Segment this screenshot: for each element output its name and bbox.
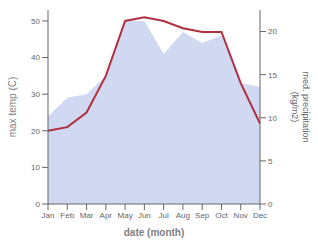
svg-text:med. precipitation(kg/m2): med. precipitation(kg/m2)	[290, 71, 311, 142]
svg-text:Jul: Jul	[159, 211, 169, 220]
svg-text:Apr: Apr	[100, 211, 113, 220]
svg-text:Nov: Nov	[234, 211, 248, 220]
svg-text:Dec: Dec	[253, 211, 267, 220]
svg-text:Mar: Mar	[80, 211, 94, 220]
svg-text:30: 30	[31, 90, 40, 99]
svg-text:15: 15	[268, 71, 277, 80]
svg-text:Feb: Feb	[60, 211, 74, 220]
svg-text:0: 0	[268, 200, 273, 209]
svg-text:date (month): date (month)	[124, 227, 185, 238]
svg-text:Sep: Sep	[195, 211, 210, 220]
svg-text:Jun: Jun	[138, 211, 151, 220]
svg-text:10: 10	[268, 114, 277, 123]
svg-text:40: 40	[31, 53, 40, 62]
svg-text:10: 10	[31, 163, 40, 172]
svg-text:May: May	[118, 211, 133, 220]
svg-text:Oct: Oct	[215, 211, 228, 220]
svg-text:Jan: Jan	[42, 211, 55, 220]
svg-text:5: 5	[268, 157, 273, 166]
svg-text:20: 20	[31, 127, 40, 136]
svg-text:50: 50	[31, 17, 40, 26]
svg-text:20: 20	[268, 27, 277, 36]
svg-text:max temp (C): max temp (C)	[7, 77, 18, 138]
svg-text:0: 0	[36, 200, 41, 209]
svg-text:Aug: Aug	[176, 211, 190, 220]
